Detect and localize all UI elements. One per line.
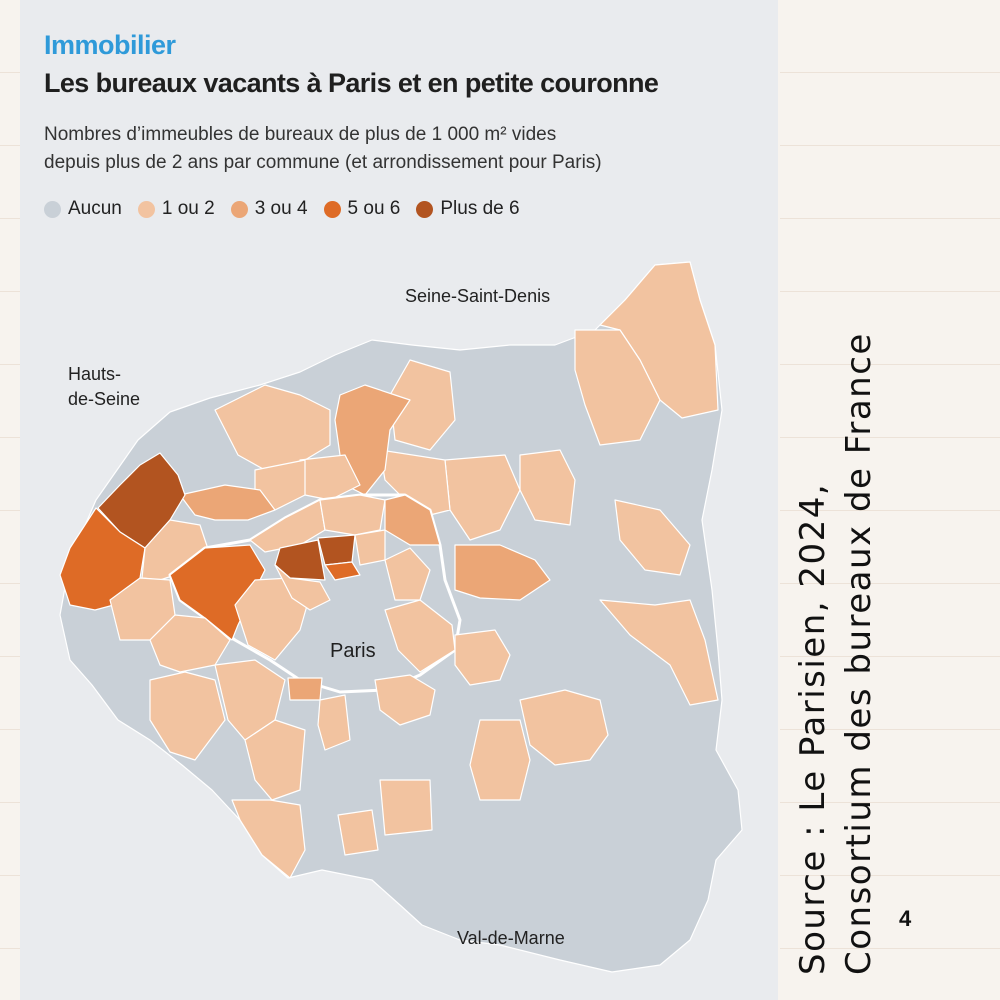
commune-hds-s-2	[149, 614, 231, 673]
legend-swatch	[137, 200, 155, 218]
arr-11	[384, 547, 431, 601]
legend-label: Aucun	[68, 198, 122, 219]
arr-9-plus-de-6	[317, 534, 356, 566]
commune-hds-m-1	[179, 484, 276, 521]
commune-vdm-4	[469, 719, 531, 801]
infographic-card: Immobilier Les bureaux vacants à Paris e…	[20, 0, 778, 1000]
commune-hds-s-7	[287, 677, 323, 701]
arr-8-plus-de-6	[274, 539, 326, 581]
commune-hds-s-3	[149, 671, 226, 761]
legend-swatch	[416, 200, 434, 218]
source-credit: Source : Le Parisien, 2024, Consortium d…	[790, 332, 882, 975]
commune-hds-s-6	[231, 799, 306, 879]
commune-ssd-ne-1	[599, 261, 719, 419]
commune-vdm-5	[379, 779, 433, 836]
paper-background-left	[0, 0, 20, 1000]
legend-item-1-ou-2: 1 ou 2	[137, 198, 215, 220]
commune-vdm-1	[374, 674, 436, 726]
arr-15	[234, 577, 311, 661]
label-hauts-de-seine-1: Hauts-	[68, 364, 122, 384]
label-val-de-marne: Val-de-Marne	[457, 928, 565, 948]
commune-aubervilliers	[454, 544, 551, 601]
legend-item-aucun: Aucun	[44, 198, 122, 220]
map-subtitle: Nombres d’immeubles de bureaux de plus d…	[44, 121, 744, 177]
legend-item-5-ou-6: 5 ou 6	[323, 198, 401, 220]
legend-label: 5 ou 6	[347, 198, 401, 219]
paper-background	[780, 0, 1000, 1000]
legend-item-plus-de-6: Plus de 6	[416, 198, 520, 220]
page-number: 4	[899, 906, 912, 931]
arr-7	[274, 564, 331, 611]
legend: Aucun 1 ou 2 3 ou 4 5 ou 6 Plus de 6	[44, 198, 536, 220]
commune-hds-s-8	[317, 694, 351, 751]
section-kicker: Immobilier	[44, 30, 176, 60]
legend-label: 3 ou 4	[254, 198, 308, 219]
commune-vdm-3	[519, 689, 609, 766]
legend-swatch	[323, 200, 341, 218]
arr-18	[319, 494, 386, 536]
label-hauts-de-seine: Hauts- de-Seine	[68, 362, 140, 412]
label-paris: Paris	[330, 640, 376, 662]
source-line-1: Source : Le Parisien, 2024,	[793, 482, 833, 975]
label-seine-saint-denis: Seine-Saint-Denis	[405, 286, 551, 306]
commune-ssd-ne-2	[574, 329, 661, 446]
subtitle-line-2: depuis plus de 2 ans par commune (et arr…	[44, 152, 602, 173]
commune-hds-n-1	[214, 384, 331, 471]
legend-item-3-ou-4: 3 ou 4	[230, 198, 308, 220]
map-title: Les bureaux vacants à Paris et en petite…	[44, 68, 659, 98]
commune-hds-s-5	[244, 719, 306, 801]
commune-saint-denis	[334, 384, 411, 496]
label-hauts-de-seine-2: de-Seine	[68, 389, 141, 409]
legend-label: Plus de 6	[440, 198, 520, 219]
subtitle-line-1: Nombres d’immeubles de bureaux de plus d…	[44, 124, 557, 145]
commune-vdm-7	[599, 599, 719, 706]
legend-swatch	[230, 200, 248, 218]
arr-2-5-ou-6	[324, 561, 361, 581]
source-line-2: Consortium des bureaux de France	[839, 332, 879, 975]
commune-ssd-5	[614, 499, 691, 576]
legend-label: 1 ou 2	[161, 198, 215, 219]
commune-vdm-6	[337, 809, 379, 856]
legend-swatch	[44, 200, 61, 218]
choropleth-map	[59, 261, 743, 973]
commune-vdm-2	[454, 629, 511, 686]
arr-10	[354, 529, 386, 566]
